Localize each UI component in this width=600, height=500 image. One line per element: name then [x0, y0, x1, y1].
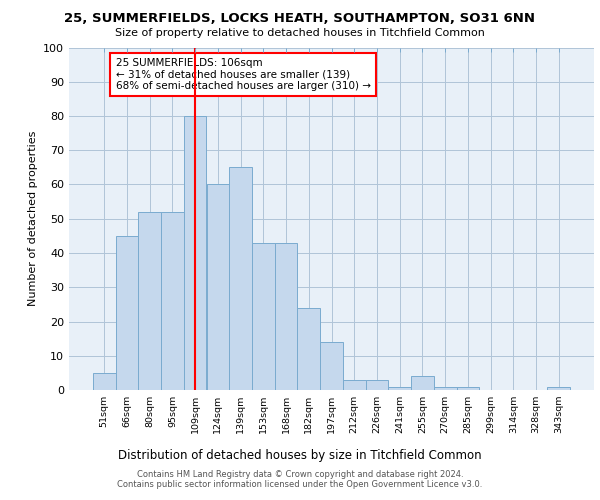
Bar	[139, 212, 161, 390]
Bar	[93, 373, 116, 390]
Bar	[411, 376, 434, 390]
Bar	[343, 380, 365, 390]
Bar	[298, 308, 320, 390]
Text: Contains HM Land Registry data © Crown copyright and database right 2024.: Contains HM Land Registry data © Crown c…	[137, 470, 463, 479]
Bar	[434, 386, 457, 390]
Text: Contains public sector information licensed under the Open Government Licence v3: Contains public sector information licen…	[118, 480, 482, 489]
Bar	[457, 386, 479, 390]
Bar	[184, 116, 206, 390]
Bar	[320, 342, 343, 390]
Text: Distribution of detached houses by size in Titchfield Common: Distribution of detached houses by size …	[118, 450, 482, 462]
Bar	[275, 242, 298, 390]
Bar	[206, 184, 229, 390]
Bar	[365, 380, 388, 390]
Bar	[229, 168, 252, 390]
Bar	[547, 386, 570, 390]
Bar	[116, 236, 139, 390]
Bar	[252, 242, 275, 390]
Bar	[161, 212, 184, 390]
Text: Size of property relative to detached houses in Titchfield Common: Size of property relative to detached ho…	[115, 28, 485, 38]
Text: 25 SUMMERFIELDS: 106sqm
← 31% of detached houses are smaller (139)
68% of semi-d: 25 SUMMERFIELDS: 106sqm ← 31% of detache…	[116, 58, 371, 91]
Y-axis label: Number of detached properties: Number of detached properties	[28, 131, 38, 306]
Text: 25, SUMMERFIELDS, LOCKS HEATH, SOUTHAMPTON, SO31 6NN: 25, SUMMERFIELDS, LOCKS HEATH, SOUTHAMPT…	[65, 12, 536, 26]
Bar	[388, 386, 411, 390]
